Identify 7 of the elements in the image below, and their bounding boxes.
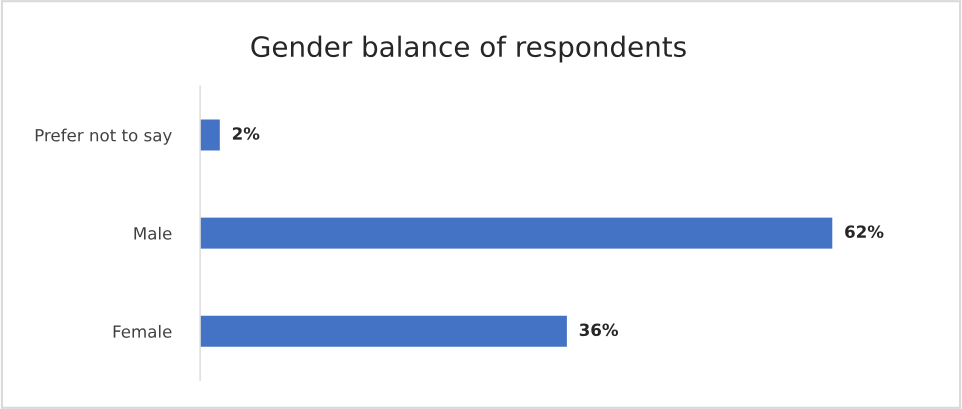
chart-title: Gender balance of respondents xyxy=(251,36,686,63)
data-label: 2% xyxy=(232,127,260,140)
y-tick-label: Prefer not to say xyxy=(36,128,172,145)
y-tick-label: Female xyxy=(114,324,172,338)
data-label: 36% xyxy=(580,324,618,336)
y-tick-label: Male xyxy=(134,226,172,240)
data-label: 62% xyxy=(845,225,884,238)
